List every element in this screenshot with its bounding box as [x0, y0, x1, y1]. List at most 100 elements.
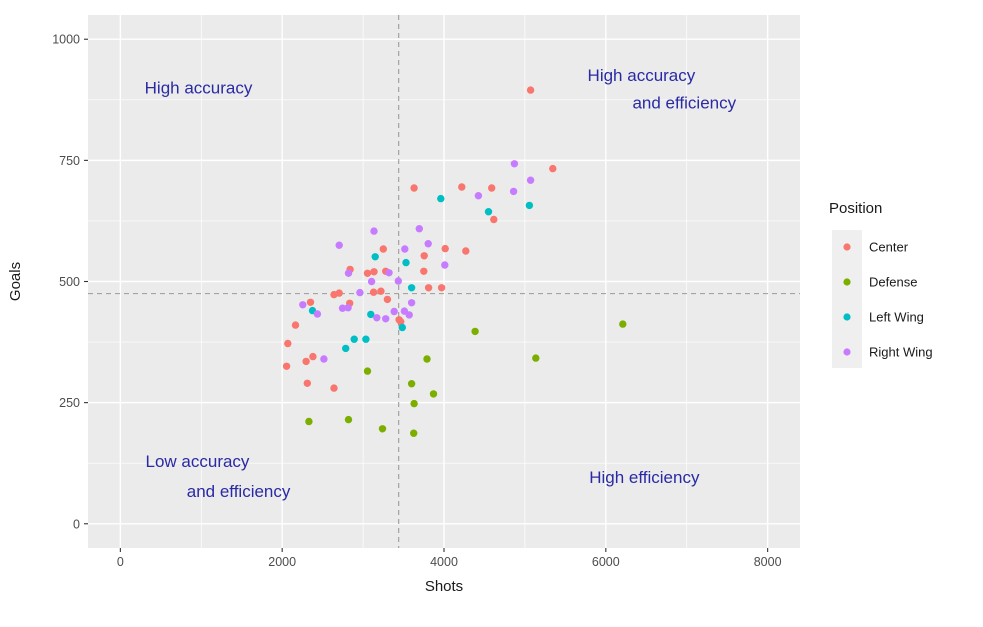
point-right-wing	[405, 311, 413, 319]
point-center	[306, 298, 315, 306]
point-center	[303, 379, 311, 387]
legend-key-dot-left-wing	[843, 313, 851, 321]
point-center	[462, 247, 470, 255]
quadrant-annotation: Low accuracy	[146, 452, 250, 471]
point-left-wing	[371, 253, 379, 261]
point-center	[488, 184, 496, 192]
point-center	[309, 352, 317, 361]
point-right-wing	[313, 310, 322, 318]
point-center	[335, 289, 343, 297]
legend-key-background	[832, 230, 862, 368]
quadrant-annotation: High accuracy	[145, 79, 253, 98]
point-left-wing	[362, 335, 370, 343]
point-center	[424, 284, 433, 292]
point-center	[490, 215, 498, 224]
point-right-wing	[385, 269, 393, 277]
point-right-wing	[407, 299, 416, 307]
legend-label: Left Wing	[869, 310, 924, 325]
point-right-wing	[338, 304, 347, 312]
x-tick-label: 8000	[754, 555, 782, 569]
x-tick-label: 4000	[430, 555, 458, 569]
point-right-wing	[526, 176, 535, 184]
point-center	[370, 268, 378, 276]
x-tick-label: 2000	[268, 555, 296, 569]
legend-label: Right Wing	[869, 345, 933, 360]
point-defense	[344, 415, 353, 424]
point-left-wing	[402, 258, 410, 267]
point-right-wing	[441, 261, 449, 269]
point-right-wing	[370, 227, 378, 235]
x-tick-label: 0	[117, 555, 124, 569]
point-left-wing	[342, 344, 350, 353]
y-tick-label: 500	[59, 275, 80, 289]
point-center	[291, 321, 300, 329]
y-tick-label: 0	[73, 517, 80, 531]
point-right-wing	[382, 315, 390, 323]
point-center	[330, 384, 338, 392]
point-center	[379, 245, 387, 253]
point-center	[526, 86, 535, 94]
point-right-wing	[320, 355, 328, 363]
point-center	[377, 287, 385, 295]
point-center	[458, 183, 466, 191]
point-right-wing	[299, 301, 307, 309]
point-center	[549, 164, 557, 173]
point-right-wing	[390, 307, 398, 316]
point-right-wing	[373, 314, 381, 322]
point-defense	[619, 320, 627, 328]
quadrant-annotation: and efficiency	[632, 94, 736, 113]
point-right-wing	[510, 160, 519, 168]
point-center	[363, 269, 372, 277]
x-axis-title: Shots	[425, 578, 463, 595]
point-defense	[305, 417, 313, 426]
point-center	[397, 318, 405, 326]
y-tick-label: 1000	[52, 33, 80, 47]
legend-label: Center	[869, 240, 909, 255]
point-left-wing	[437, 194, 445, 203]
point-center	[420, 252, 428, 260]
point-center	[410, 184, 418, 192]
point-defense	[378, 425, 387, 433]
point-center	[369, 288, 378, 296]
legend-key-dot-defense	[843, 278, 851, 286]
legend-label: Defense	[869, 275, 917, 290]
point-left-wing	[525, 201, 534, 210]
point-defense	[423, 355, 431, 363]
point-left-wing	[350, 335, 358, 343]
point-right-wing	[394, 277, 402, 285]
quadrant-annotation: High efficiency	[589, 468, 700, 487]
point-right-wing	[344, 304, 352, 312]
point-defense	[532, 354, 540, 362]
point-defense	[471, 327, 479, 336]
quadrant-annotation: High accuracy	[588, 66, 696, 85]
point-defense	[410, 399, 418, 408]
point-defense	[363, 367, 372, 375]
y-tick-label: 750	[59, 154, 80, 168]
point-right-wing	[344, 269, 353, 277]
quadrant-annotation: and efficiency	[187, 482, 291, 501]
legend-title: Position	[829, 200, 882, 217]
point-right-wing	[415, 225, 423, 233]
point-defense	[410, 429, 418, 437]
point-defense	[429, 390, 438, 398]
point-right-wing	[424, 240, 432, 248]
x-tick-label: 6000	[592, 555, 620, 569]
point-left-wing	[367, 310, 375, 319]
point-right-wing	[335, 241, 343, 249]
point-center	[302, 357, 310, 366]
point-right-wing	[474, 192, 483, 200]
point-right-wing	[401, 245, 409, 253]
point-center	[282, 362, 291, 370]
point-right-wing	[509, 187, 518, 196]
point-center	[437, 284, 446, 292]
point-left-wing	[484, 208, 493, 216]
point-center	[441, 244, 449, 253]
point-right-wing	[367, 277, 376, 286]
legend-key-dot-center	[843, 243, 851, 251]
point-center	[383, 295, 392, 304]
y-axis-title: Goals	[7, 262, 24, 301]
legend-key-dot-right-wing	[843, 348, 851, 356]
y-tick-label: 250	[59, 396, 80, 410]
